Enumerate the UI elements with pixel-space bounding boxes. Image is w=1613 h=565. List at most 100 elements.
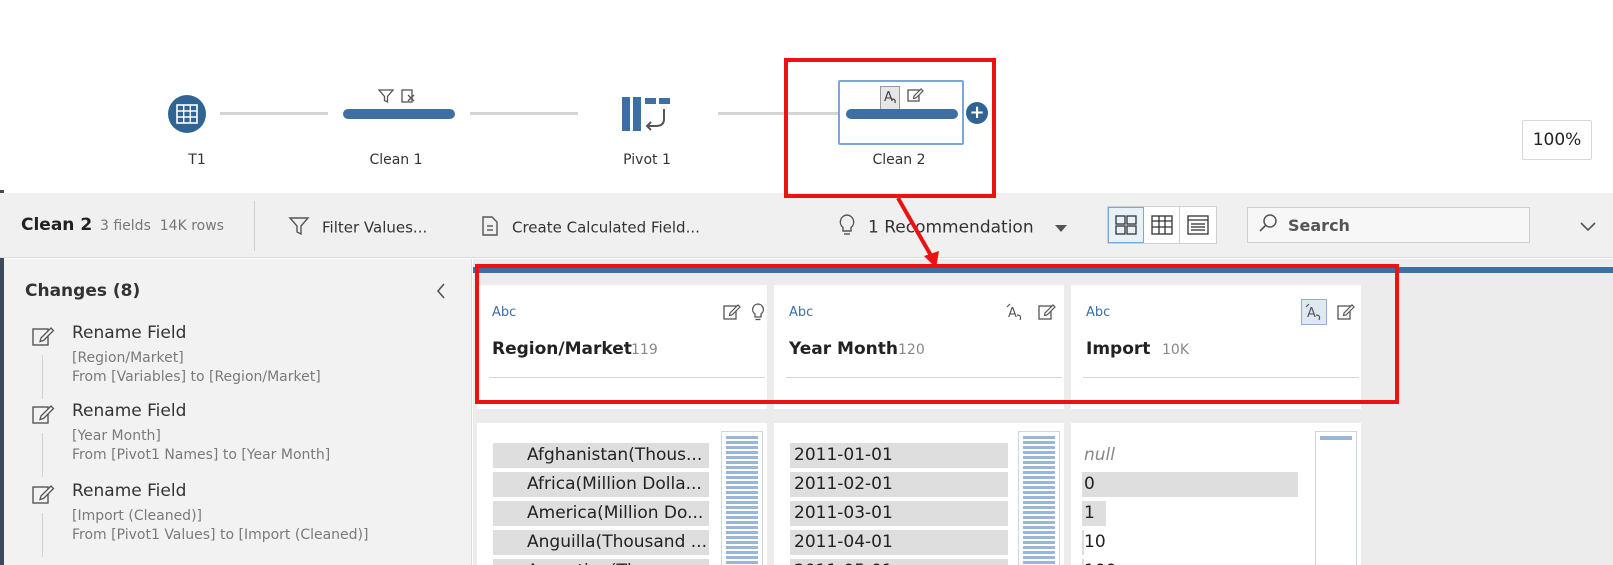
flow-node-label: Clean 2	[872, 152, 926, 168]
clean-step-bar	[343, 109, 455, 119]
dropdown-caret-icon	[1055, 218, 1068, 238]
search-field[interactable]	[1247, 207, 1530, 243]
recommendation-label: 1 Recommendation	[868, 217, 1034, 238]
profile-view-button[interactable]	[1108, 207, 1144, 243]
calculated-field-icon	[480, 215, 500, 241]
change-detail: From [Pivot1 Names] to [Year Month]	[72, 447, 331, 463]
change-title: Rename Field	[72, 401, 187, 421]
value-bar[interactable]: Argentina(Th...	[493, 559, 709, 565]
svg-text:A: A	[1307, 306, 1316, 321]
profile-view-icon	[1115, 215, 1137, 235]
card-divider	[786, 377, 1062, 378]
filter-icon	[288, 215, 310, 241]
profile-card-year-month[interactable]: Abc A Year Month 120 2011-01-01 2011-02-…	[774, 285, 1064, 565]
change-field: [Region/Market]	[72, 350, 184, 366]
step-toolbar: Clean 2 3 fields 14K rows Filter Values.…	[0, 193, 1613, 258]
value-bar[interactable]: 100	[1082, 559, 1298, 565]
flow-connector	[718, 112, 838, 115]
card-gap	[477, 409, 767, 423]
value-bar[interactable]: 1	[1082, 501, 1298, 526]
value-bar[interactable]: 2011-04-01	[790, 530, 1008, 555]
scroll-histogram[interactable]	[721, 431, 763, 565]
svg-text:A: A	[884, 90, 893, 105]
search-input[interactable]	[1288, 215, 1508, 235]
scroll-histogram[interactable]	[1315, 431, 1357, 565]
rename-edit-icon[interactable]	[719, 299, 745, 325]
lightbulb-icon[interactable]	[751, 299, 765, 325]
data-role-icon[interactable]: A	[1002, 299, 1028, 325]
card-divider	[489, 377, 765, 378]
changes-title: Changes (8)	[25, 281, 141, 301]
filter-icon	[377, 88, 395, 108]
change-field: [Import (Cleaned)]	[72, 508, 202, 524]
create-calculated-field-button[interactable]: Create Calculated Field...	[480, 215, 700, 241]
profile-pane: Abc Region/Market 119 Afghanistan(Thous.…	[473, 259, 1613, 565]
flow-node-label: T1	[188, 152, 206, 168]
add-step-button[interactable]: +	[966, 102, 988, 124]
create-calculated-field-label: Create Calculated Field...	[512, 218, 700, 237]
chevron-down-icon[interactable]	[1580, 217, 1596, 236]
scroll-histogram[interactable]	[1018, 431, 1060, 565]
value-bar[interactable]: Anguilla(Thousand ...	[493, 530, 709, 555]
profile-card-import[interactable]: Abc A Import 10K null 0 1 10 100	[1071, 285, 1361, 565]
flow-connector	[220, 112, 328, 115]
field-name[interactable]: Region/Market	[492, 339, 632, 359]
view-toggle-group	[1107, 206, 1217, 244]
value-bar[interactable]: 2011-01-01	[790, 443, 1008, 468]
field-type-badge[interactable]: Abc	[789, 305, 814, 320]
change-connector	[42, 513, 43, 557]
value-bar[interactable]: 10	[1082, 530, 1298, 555]
value-bar[interactable]: 2011-05-01	[790, 559, 1008, 565]
remove-field-icon	[400, 88, 416, 108]
change-field: [Year Month]	[72, 428, 161, 444]
data-role-icon[interactable]: A	[1301, 299, 1327, 325]
changes-pane: Changes (8) Rename Field [Region/Market]…	[4, 259, 472, 565]
list-view-button[interactable]	[1180, 207, 1216, 243]
filter-values-button[interactable]: Filter Values...	[288, 215, 427, 241]
chevron-left-icon[interactable]	[436, 283, 446, 303]
change-detail: From [Variables] to [Region/Market]	[72, 369, 321, 385]
rename-field-icon	[30, 481, 56, 511]
clean-step-bar	[846, 109, 958, 119]
search-icon	[1258, 213, 1278, 237]
grid-view-icon	[1150, 215, 1173, 235]
profile-card-region-market[interactable]: Abc Region/Market 119 Afghanistan(Thous.…	[477, 285, 767, 565]
window-edge	[0, 0, 4, 565]
value-bar[interactable]: America(Million Do...	[493, 501, 709, 526]
data-grid-view-button[interactable]	[1144, 207, 1180, 243]
value-bar[interactable]: 0	[1082, 472, 1298, 497]
value-bar[interactable]: 2011-02-01	[790, 472, 1008, 497]
value-bar[interactable]: null	[1084, 445, 1115, 465]
distinct-count: 119	[631, 342, 658, 358]
lightbulb-icon	[838, 213, 856, 242]
pivot-icon	[620, 95, 676, 133]
field-name[interactable]: Import	[1086, 339, 1151, 359]
rename-edit-icon[interactable]	[1333, 299, 1359, 325]
value-bar[interactable]: Africa(Million Dolla...	[493, 472, 709, 497]
svg-text:A: A	[1008, 306, 1017, 321]
zoom-level[interactable]: 100%	[1522, 120, 1592, 160]
card-divider	[1083, 377, 1359, 378]
change-connector	[42, 433, 43, 477]
rename-edit-icon[interactable]	[1034, 299, 1060, 325]
distinct-count: 120	[898, 342, 925, 358]
value-bar[interactable]: 2011-03-01	[790, 501, 1008, 526]
rename-field-icon	[30, 323, 56, 353]
field-type-badge[interactable]: Abc	[492, 305, 517, 320]
value-bar[interactable]: Afghanistan(Thous...	[493, 443, 709, 468]
recommendations-button[interactable]: 1 Recommendation	[838, 213, 1068, 242]
card-gap	[1071, 409, 1361, 423]
selection-strip	[473, 267, 1613, 273]
step-name: Clean 2	[21, 215, 93, 235]
flow-node-label: Clean 1	[369, 152, 423, 168]
rename-field-icon	[30, 401, 56, 431]
distinct-count: 10K	[1162, 342, 1189, 358]
field-name[interactable]: Year Month	[789, 339, 898, 359]
list-view-icon	[1187, 215, 1209, 235]
change-detail: From [Pivot1 Values] to [Import (Cleaned…	[72, 527, 369, 543]
highlight-box-clean-2	[784, 58, 996, 198]
flow-node-label: Pivot 1	[623, 152, 671, 168]
change-title: Rename Field	[72, 481, 187, 501]
field-type-badge[interactable]: Abc	[1086, 305, 1111, 320]
